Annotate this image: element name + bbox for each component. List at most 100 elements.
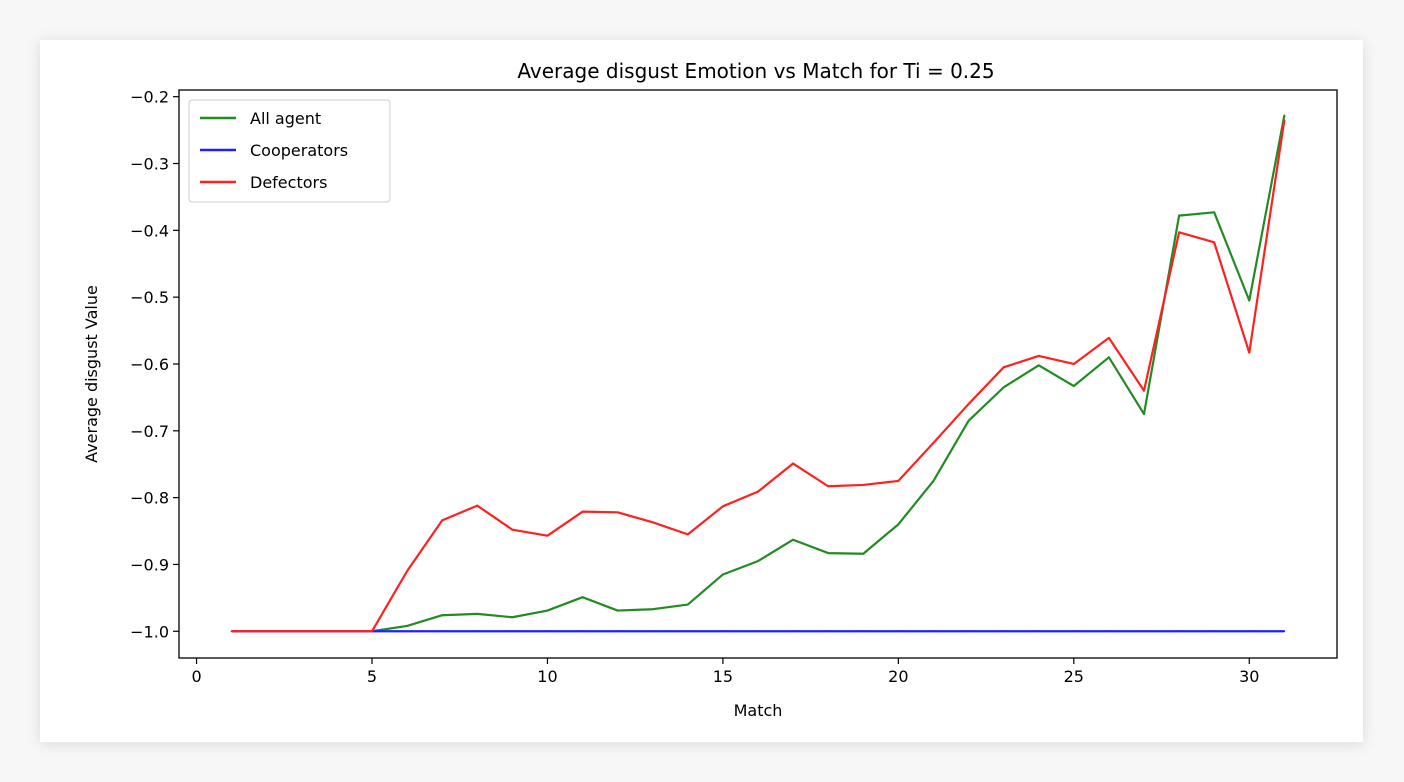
data-point-all-agent [932,480,935,482]
data-point-cooperators [792,630,794,633]
data-point-defectors [581,510,584,513]
x-axis-title: Match [734,701,783,720]
legend-label-cooperators: Cooperators [250,141,348,160]
x-tick-label: 20 [888,667,908,686]
data-point-cooperators [476,630,479,633]
legend: All agent Cooperators Defectors [188,99,391,203]
x-tick-label: 25 [1064,667,1084,686]
data-point-defectors [722,505,724,508]
data-point-all-agent [1002,386,1005,389]
data-point-all-agent [581,596,584,599]
data-point-cooperators [827,630,830,633]
legend-label-all-agent: All agent [250,109,321,128]
data-point-cooperators [651,630,654,633]
data-point-cooperators [932,630,935,633]
data-point-cooperators [1213,630,1216,633]
data-point-all-agent [827,552,830,554]
data-point-defectors [757,490,759,493]
data-point-all-agent [1072,385,1075,387]
data-point-cooperators [1072,630,1075,633]
data-point-all-agent [546,609,549,612]
data-point-all-agent [1213,211,1216,214]
y-tick-label: −0.8 [130,489,169,508]
y-tick-label: −0.7 [130,422,169,441]
data-point-cooperators [511,630,514,633]
data-point-defectors [1248,351,1251,354]
data-point-all-agent [897,523,900,526]
data-point-all-agent [1178,214,1180,217]
data-point-cooperators [897,630,900,633]
data-point-all-agent [511,616,514,619]
data-point-defectors [546,534,549,537]
chart-title: Average disgust Emotion vs Match for Ti … [517,59,994,83]
data-point-defectors [792,462,794,465]
data-point-defectors [511,528,514,531]
x-tick-label: 15 [713,667,733,686]
data-point-defectors [1072,363,1075,365]
legend-label-defectors: Defectors [250,173,327,192]
data-point-all-agent [1248,299,1251,302]
data-point-defectors [230,630,233,633]
y-tick-label: −0.6 [130,355,169,374]
data-point-cooperators [757,630,759,633]
data-point-all-agent [792,538,794,541]
data-point-defectors [616,511,619,514]
data-point-cooperators [1108,630,1110,633]
data-point-all-agent [1283,114,1286,117]
data-point-cooperators [722,630,724,633]
plot-frame [178,89,1338,659]
y-tick-label: −0.4 [130,221,169,240]
data-point-cooperators [1178,630,1180,633]
data-point-cooperators [686,630,689,633]
y-tick-label: −0.3 [130,155,169,174]
data-point-defectors [1037,355,1040,357]
data-point-cooperators [1002,630,1005,633]
chart-card: Average disgust Emotion vs Match for Ti … [40,40,1363,742]
data-point-defectors [827,485,830,488]
data-point-defectors [476,504,479,507]
y-axis-title: Average disgust Value [82,285,101,463]
data-point-cooperators [616,630,619,633]
data-point-all-agent [476,613,479,615]
data-point-all-agent [757,560,759,563]
data-point-defectors [1108,337,1110,339]
x-axis: 0 5 10 15 20 25 30 [191,658,1259,686]
data-point-cooperators [1248,630,1251,633]
x-tick-label: 30 [1239,667,1259,686]
data-point-all-agent [441,614,444,617]
line-chart: Average disgust Emotion vs Match for Ti … [82,59,1338,720]
data-point-cooperators [441,630,444,633]
data-point-all-agent [406,625,408,627]
data-point-cooperators [1143,630,1145,633]
data-point-all-agent [1143,413,1145,415]
data-point-all-agent [616,609,619,612]
data-point-defectors [686,533,689,536]
series-lines [230,114,1286,633]
data-point-cooperators [581,630,584,633]
data-point-cooperators [1037,630,1040,633]
x-tick-label: 5 [367,667,377,686]
data-point-defectors [1002,366,1005,369]
data-point-defectors [1143,389,1145,392]
x-tick-label: 10 [537,667,557,686]
data-point-all-agent [722,573,724,576]
data-point-defectors [441,519,444,522]
y-axis: −1.0 −0.9 −0.8 −0.7 −0.6 −0.5 −0.4 −0.3 −0.2 [130,88,179,641]
data-point-defectors [1283,119,1286,121]
data-point-defectors [932,441,935,444]
data-point-defectors [862,484,865,486]
data-point-all-agent [1108,356,1110,359]
data-point-all-agent [862,552,865,555]
x-tick-label: 0 [191,667,201,686]
data-point-all-agent [686,603,689,606]
data-point-all-agent [651,608,654,611]
data-point-defectors [336,630,338,633]
data-point-cooperators [967,630,970,633]
data-point-all-agent [967,419,970,422]
y-tick-label: −0.2 [130,88,169,107]
data-point-all-agent [1037,364,1040,367]
data-point-cooperators [862,630,865,633]
data-point-cooperators [1283,630,1286,633]
y-tick-label: −1.0 [130,622,169,641]
data-point-defectors [300,630,303,633]
